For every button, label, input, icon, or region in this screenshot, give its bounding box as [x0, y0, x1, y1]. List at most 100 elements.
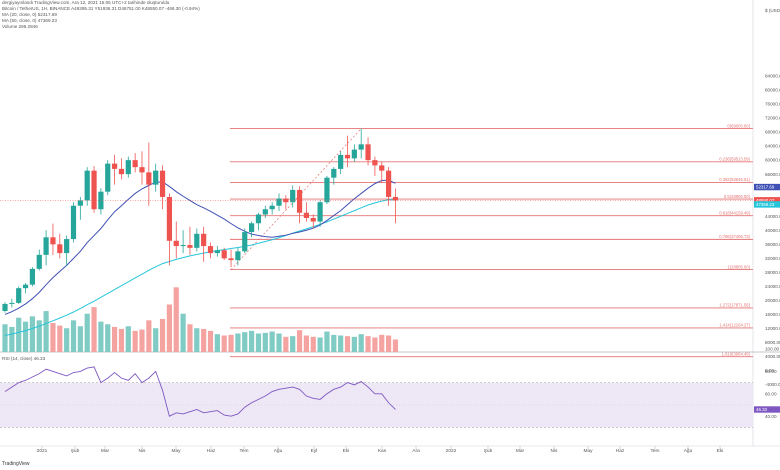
price-tick-label: 60000.00 — [765, 158, 780, 163]
volume-bar — [159, 319, 166, 352]
volume-bar — [310, 336, 316, 352]
volume-bar — [105, 324, 111, 352]
price-tick-label: 84000.00 — [765, 74, 780, 79]
fib-level-label: 0.786(37406.73) — [719, 234, 750, 239]
volume-bar — [22, 321, 29, 352]
volume-bar — [77, 326, 83, 352]
candle-body — [379, 165, 385, 171]
price-tick-label: 40000.00 — [765, 228, 780, 233]
candle-body — [207, 246, 214, 254]
candle-body — [64, 239, 70, 254]
price-tick-label: 72000.00 — [765, 116, 780, 121]
volume-bar — [379, 334, 385, 352]
price-tick-label: 64000.00 — [765, 144, 780, 149]
candle-body — [91, 170, 97, 210]
time-tick-label: 2022 — [446, 448, 457, 454]
candle-body — [242, 232, 248, 252]
candle-body — [146, 172, 152, 185]
time-tick-label: Haz — [616, 448, 625, 454]
volume-bar — [290, 336, 296, 352]
candle-body — [201, 233, 207, 247]
time-tick-label: Kas — [378, 448, 387, 454]
ma20-legend: MA (20, close, 0) 52317.69 — [2, 12, 57, 17]
time-tick-label: Ağu — [684, 448, 693, 454]
price-axis-tag — [754, 183, 780, 191]
volume-bar — [132, 330, 138, 352]
candle-body — [262, 209, 268, 215]
volume-bar — [43, 311, 49, 352]
volume-bar — [84, 313, 90, 352]
volume-bar — [146, 320, 152, 352]
candle-body — [351, 149, 357, 159]
volume-bar — [365, 336, 371, 352]
volume-bar — [317, 337, 323, 352]
price-tick-label: -4000.00 — [765, 382, 780, 387]
volume-bar — [324, 331, 330, 352]
price-axis-tag-label: 47369.23 — [756, 202, 775, 207]
volume-bar — [112, 326, 118, 352]
volume-bar — [338, 335, 344, 352]
volume-bar — [29, 316, 35, 352]
price-tick-label: 20000.00 — [765, 298, 780, 303]
volume-bar — [166, 304, 172, 352]
volume-bar — [303, 335, 309, 352]
price-axis-tag-label: 48550.07 — [756, 198, 775, 203]
volume-bar — [173, 287, 179, 352]
candle-body — [173, 240, 179, 247]
candle-body — [358, 144, 364, 150]
candle-body — [317, 202, 323, 222]
candle-body — [112, 163, 118, 169]
candle-body — [187, 245, 193, 248]
footer-brand: TradingView — [2, 461, 30, 467]
candle-body — [159, 170, 166, 197]
volume-bar — [235, 333, 241, 352]
rsi-tick-label: 100.00 — [765, 347, 779, 352]
candle-body — [386, 170, 392, 197]
volume-bar — [392, 339, 399, 352]
volume-bar — [70, 320, 77, 352]
candle-body — [255, 214, 262, 224]
volume-bar — [9, 326, 15, 352]
volume-bar — [344, 336, 351, 352]
time-tick-label: 2021 — [37, 448, 48, 454]
time-tick-label: May — [583, 448, 593, 454]
price-tick-label: 68000.00 — [765, 130, 780, 135]
time-tick-label: Haz — [207, 448, 216, 454]
fib-level-label: 0(69000.00) — [727, 123, 750, 128]
candle-body — [132, 160, 138, 168]
price-tick-label: 56000.00 — [765, 172, 780, 177]
candle-body — [392, 196, 399, 201]
volume-bar — [16, 317, 22, 352]
rsi-tick-label: 40.00 — [765, 414, 777, 419]
time-tick-label: Ara — [412, 448, 420, 454]
candle-body — [57, 244, 63, 254]
volume-bar — [64, 328, 70, 352]
candle-body — [9, 302, 15, 304]
fib-level-label: 1.272(17871.56) — [719, 303, 750, 308]
price-axis-tag — [754, 201, 780, 208]
volume-bar — [180, 313, 186, 352]
candle-body — [43, 237, 49, 255]
price-axis-tag — [754, 197, 780, 204]
candle-body — [372, 160, 378, 166]
volume-bar — [386, 335, 392, 352]
rsi-band — [0, 382, 753, 428]
volume-bar — [187, 324, 193, 352]
volume-bar — [98, 321, 104, 352]
volume-bar — [255, 333, 262, 352]
price-tick-label: 76000.00 — [765, 102, 780, 107]
time-tick-label: Ağu — [274, 448, 283, 454]
volume-bar — [331, 334, 337, 352]
fib-level-label: 0.618(44159.49) — [719, 210, 750, 215]
candle-body — [214, 250, 220, 254]
time-tick-label: May — [171, 448, 181, 454]
fib-level-label: 1(28805.00) — [727, 264, 750, 269]
time-tick-label: Şub — [71, 448, 80, 454]
ma20-line — [4, 179, 396, 315]
candle-body — [84, 170, 90, 201]
volume-bar — [125, 326, 131, 352]
price-tick-label: 32000.00 — [765, 256, 780, 261]
volume-bar — [57, 325, 63, 352]
